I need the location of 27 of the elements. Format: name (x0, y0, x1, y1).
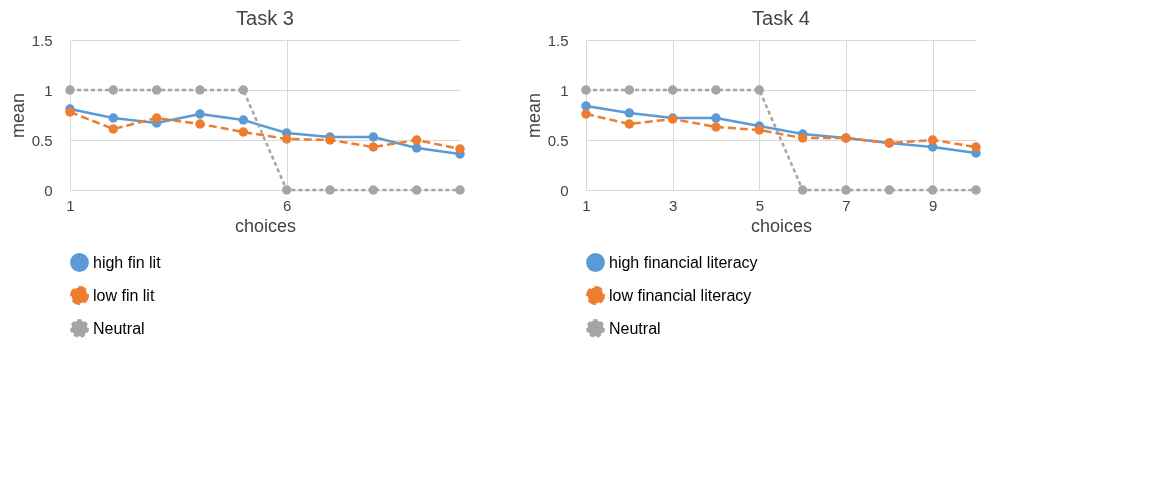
y-axis-title: mean (7, 92, 28, 139)
y-tick-label: 1.5 (547, 31, 569, 49)
y-tick-label: 1.5 (31, 31, 53, 49)
x-tick-label: 1 (66, 196, 75, 214)
y-tick-label: 1 (560, 81, 569, 99)
y-tick-label: 0 (560, 181, 569, 199)
x-tick-label: 5 (755, 196, 765, 214)
x-axis-title: choices (234, 215, 297, 236)
x-tick-label: 9 (928, 196, 938, 214)
x-tick-label: 6 (282, 196, 292, 214)
x-tick-label: 7 (842, 196, 851, 214)
legend-label: high financial literacy (609, 253, 758, 271)
chart-title: Task 3 (236, 7, 294, 29)
x-axis-title: choices (750, 215, 813, 236)
legend-label: low financial literacy (609, 286, 752, 304)
legend-label: high fin lit (93, 253, 162, 271)
legend-label: low fin lit (93, 286, 155, 304)
x-tick-label: 3 (668, 196, 678, 214)
legend-label: Neutral (93, 319, 145, 337)
legend-label: Neutral (609, 319, 661, 337)
x-tick-label: 1 (582, 196, 591, 214)
y-tick-label: 0.5 (31, 131, 53, 149)
y-tick-label: 1 (44, 81, 53, 99)
y-tick-label: 0.5 (547, 131, 569, 149)
y-tick-label: 0 (44, 181, 53, 199)
chart-title: Task 4 (752, 7, 810, 29)
y-axis-title: mean (523, 92, 544, 139)
